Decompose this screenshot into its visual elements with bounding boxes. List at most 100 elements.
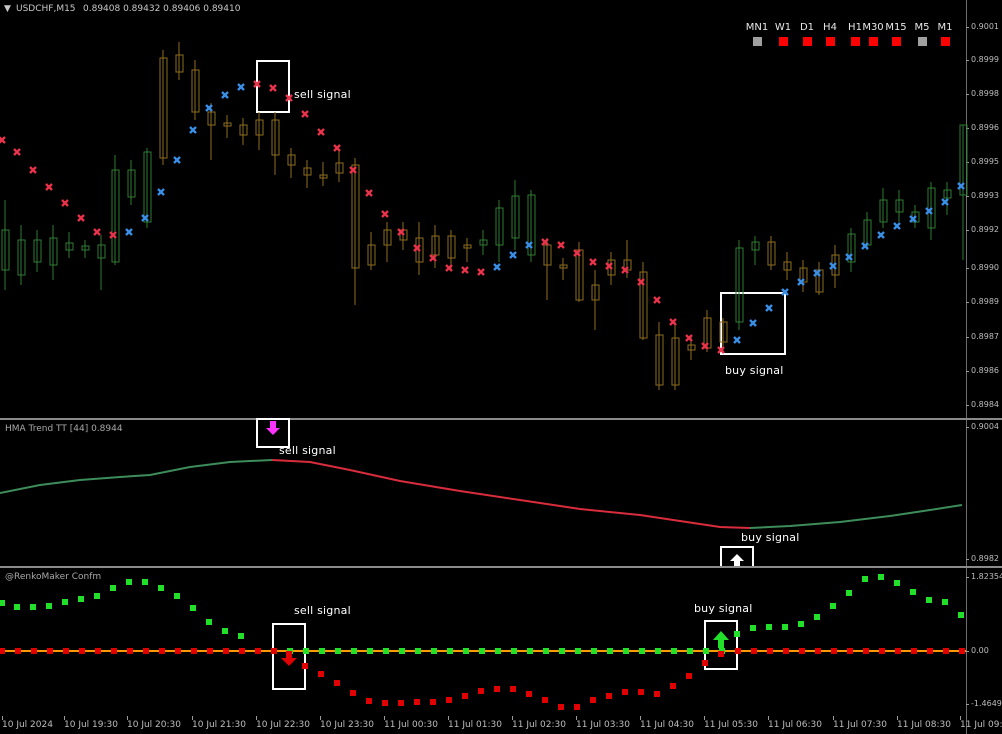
axis-tick-label: 0.8986: [971, 366, 999, 375]
candle-body: [49, 237, 58, 266]
hma-axis[interactable]: [966, 420, 1002, 566]
renko-baseline-dot: [543, 648, 549, 654]
axis-tick-label: 0.9001: [971, 22, 999, 31]
renko-baseline-dot: [751, 648, 757, 654]
sell-cross-marker: [477, 268, 485, 276]
candle-body: [33, 239, 42, 263]
candle-body: [847, 233, 856, 263]
renko-baseline-dot: [319, 648, 325, 654]
candle-body: [927, 187, 936, 229]
renko-bear-dot: [638, 689, 644, 695]
renko-bear-dot: [446, 697, 452, 703]
timeframe-label: H1: [848, 22, 862, 33]
axis-tick-label: 0.9004: [971, 422, 999, 431]
time-tick-label: 11 Jul 06:30: [768, 720, 822, 730]
timeframe-status-square: [869, 37, 878, 46]
timeframe-label: MN1: [745, 22, 769, 33]
axis-tick: [966, 196, 969, 197]
hma-indicator-pane[interactable]: [0, 420, 966, 566]
sell-cross-marker: [93, 228, 101, 236]
buy-cross-marker: [525, 241, 533, 249]
renko-baseline-dot: [927, 648, 933, 654]
price-axis[interactable]: [966, 0, 1002, 418]
axis-tick-label: -1.4649: [971, 699, 1002, 708]
candle-body: [111, 169, 120, 263]
renko-bear-dot: [670, 683, 676, 689]
candle-body: [879, 199, 888, 223]
buy-cross-marker: [157, 188, 165, 196]
renko-bull-dot: [110, 585, 116, 591]
renko-baseline-dot: [783, 648, 789, 654]
time-tick: [384, 716, 385, 720]
candle-body: [223, 122, 232, 127]
renko-bear-dot: [494, 686, 500, 692]
axis-tick: [966, 27, 969, 28]
renko-buy-arrow-icon: [713, 631, 729, 648]
renko-baseline-dot: [735, 648, 741, 654]
renko-sell-arrow-icon: [281, 651, 297, 666]
candle-body: [655, 334, 664, 386]
timeframe-status-square: [851, 37, 860, 46]
axis-tick-label: 0.8990: [971, 263, 999, 272]
renko-bear-dot: [686, 673, 692, 679]
renko-bull-dot: [30, 604, 36, 610]
axis-tick-label: 0.8996: [971, 123, 999, 132]
candle-body: [97, 244, 106, 259]
time-tick: [192, 716, 193, 720]
timeframe-label: M1: [937, 22, 953, 33]
renko-bull-dot: [814, 614, 820, 620]
sell-cross-marker: [637, 278, 645, 286]
candle-body: [959, 124, 968, 196]
buy-cross-marker: [877, 231, 885, 239]
renko-bull-dot: [174, 593, 180, 599]
time-tick-label: 11 Jul 02:30: [512, 720, 566, 730]
buy-cross-marker: [813, 269, 821, 277]
buy-cross-marker: [845, 253, 853, 261]
buy-cross-marker: [509, 251, 517, 259]
price-chart-pane[interactable]: [0, 0, 966, 418]
renko-bull-dot: [830, 603, 836, 609]
axis-tick-label: 0.8995: [971, 157, 999, 166]
timeframe-status-square: [803, 37, 812, 46]
renko-baseline-dot: [703, 648, 709, 654]
timeframe-status-square: [826, 37, 835, 46]
sell-cross-marker: [557, 241, 565, 249]
renko-baseline-dot: [399, 648, 405, 654]
renko-bull-dot: [222, 628, 228, 634]
renko-baseline-dot: [367, 648, 373, 654]
pane-separator[interactable]: [0, 418, 1002, 420]
axis-tick-label: 0.8982: [971, 554, 999, 563]
renko-baseline-dot: [463, 648, 469, 654]
renko-bull-dot: [62, 599, 68, 605]
pane-separator[interactable]: [0, 566, 1002, 568]
candle-body: [351, 164, 360, 269]
renko-bear-dot: [574, 704, 580, 710]
time-tick: [320, 716, 321, 720]
renko-baseline-dot: [575, 648, 581, 654]
buy-cross-marker: [749, 319, 757, 327]
renko-baseline-dot: [911, 648, 917, 654]
sell-cross-marker: [605, 262, 613, 270]
buy-signal-box: [720, 292, 786, 355]
buy-cross-marker: [829, 262, 837, 270]
hma-sell-annotation: sell signal: [279, 444, 336, 457]
time-tick: [512, 716, 513, 720]
sell-cross-marker: [621, 266, 629, 274]
timeframe-status-square: [753, 37, 762, 46]
chart-menu-icon[interactable]: ▼: [4, 4, 11, 14]
renko-bear-dot: [430, 699, 436, 705]
time-tick: [897, 716, 898, 720]
candle-body: [287, 154, 296, 166]
renko-bear-dot: [718, 651, 724, 657]
renko-baseline-dot: [63, 648, 69, 654]
candle-body: [207, 111, 216, 126]
renko-baseline-dot: [271, 648, 277, 654]
candle-body: [447, 235, 456, 259]
sell-cross-marker: [589, 258, 597, 266]
sell-cross-marker: [381, 210, 389, 218]
sell-signal-box: [256, 60, 290, 113]
time-tick-label: 10 Jul 2024: [2, 720, 53, 730]
candle-body: [511, 195, 520, 239]
renko-bear-dot: [334, 680, 340, 686]
